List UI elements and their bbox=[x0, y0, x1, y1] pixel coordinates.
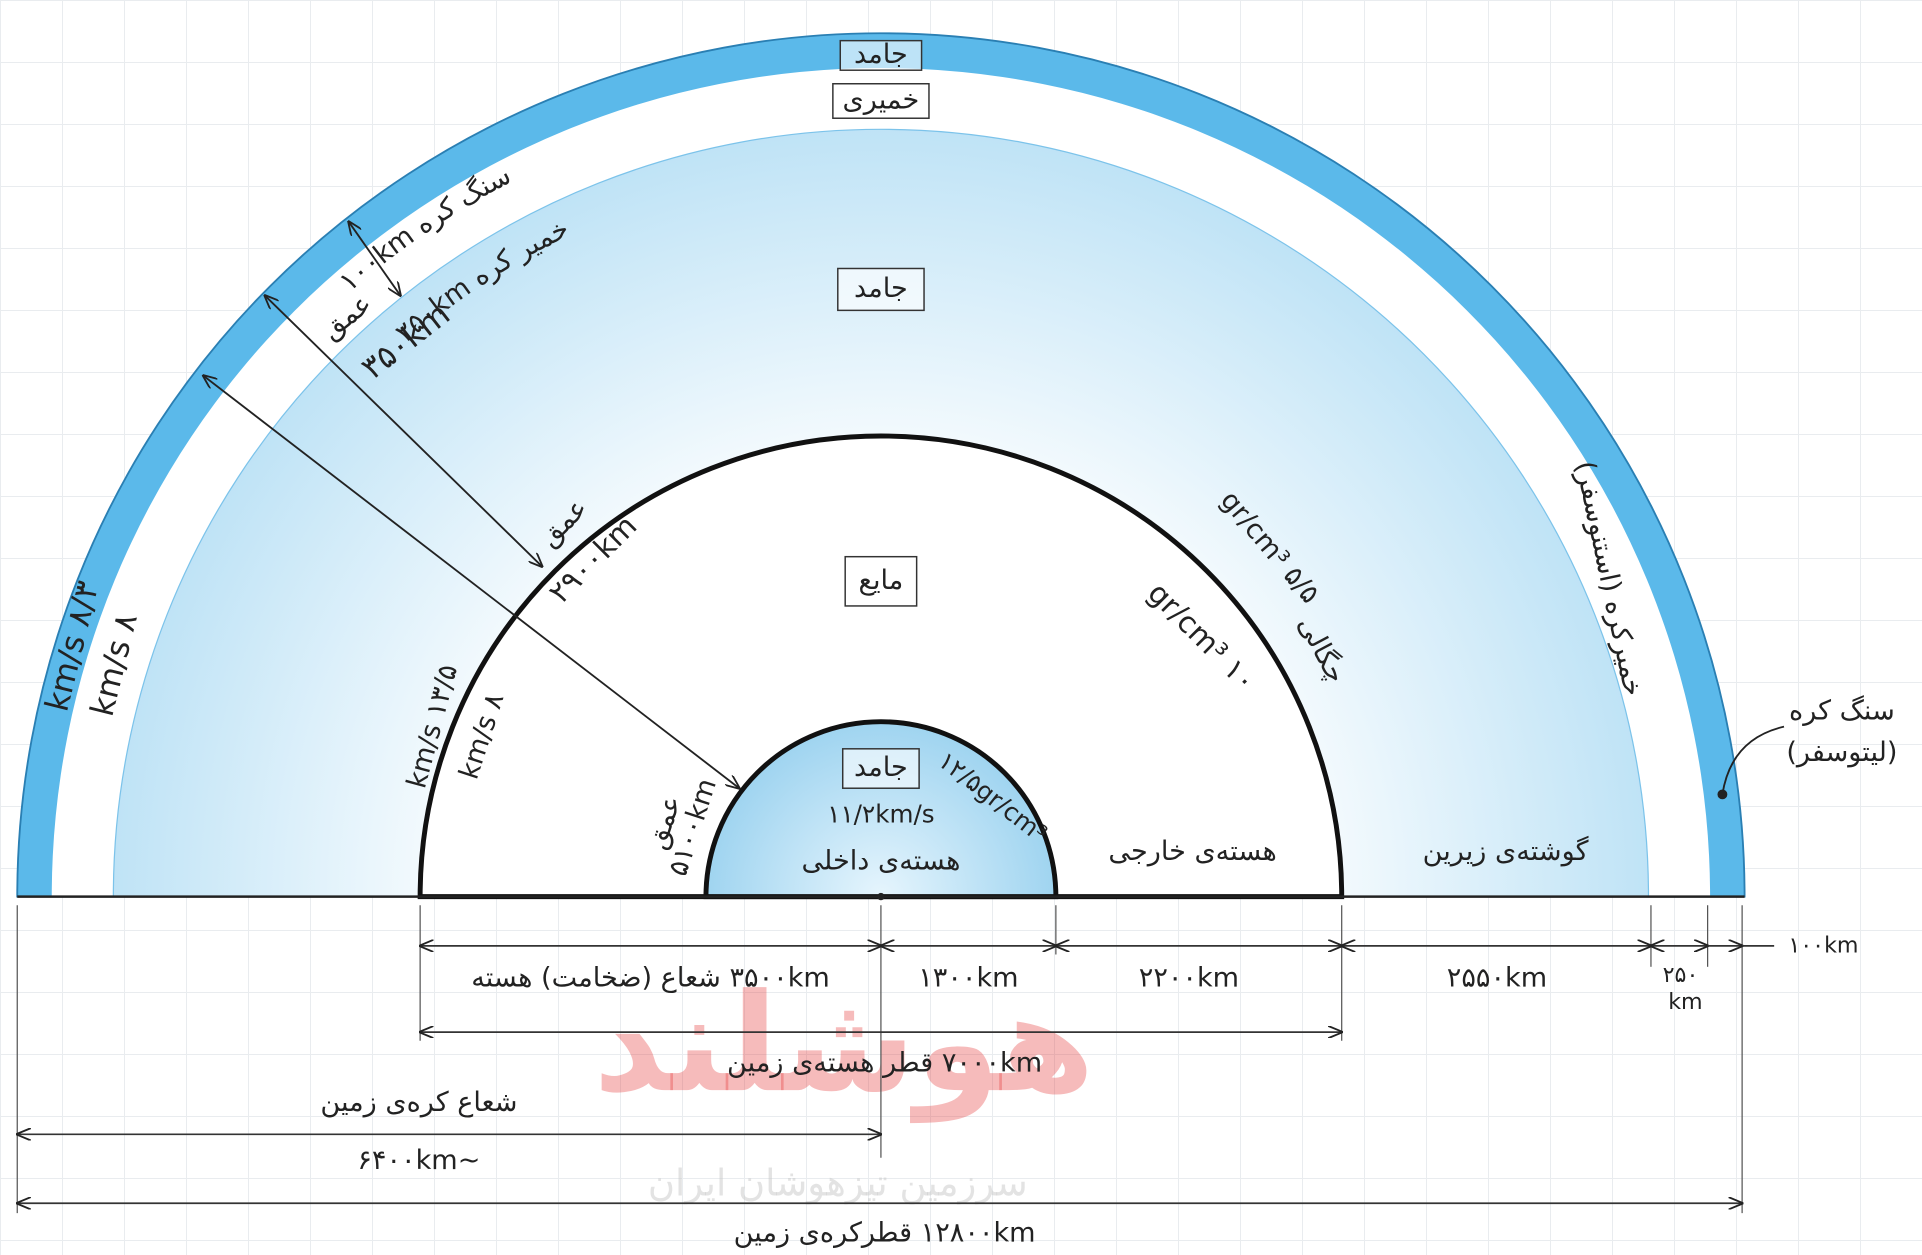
earth-diagram: هوشلند سرزمین تیزهوشان ایران جامد خمیری … bbox=[0, 0, 1922, 1255]
state-label: خمیری bbox=[843, 84, 920, 115]
dimension-label: ۲۵۰ bbox=[1663, 962, 1699, 988]
dimension-label: ۳۵۰۰km شعاع (ضخامت) هسته bbox=[471, 963, 830, 994]
layer-name: گوشته‌ی زیرین bbox=[1423, 835, 1589, 867]
page: {"layers": { "lithosphere_state": "جامد"… bbox=[0, 0, 1922, 1255]
state-label: جامد bbox=[854, 752, 908, 783]
state-label: جامد bbox=[854, 39, 908, 70]
speed-label: ۱۱/۲km/s bbox=[827, 799, 934, 828]
center-dot bbox=[877, 893, 884, 900]
layer-name: (لیتوسفر) bbox=[1786, 737, 1897, 768]
dimension-label: ۱۳۰۰km bbox=[918, 963, 1018, 994]
dimension-label: ۲۲۰۰km bbox=[1139, 963, 1239, 994]
state-label: مایع bbox=[859, 565, 904, 596]
state-label: جامد bbox=[854, 273, 908, 304]
dimension-label: شعاع کره‌ی زمین bbox=[320, 1087, 517, 1118]
layer-name: هسته‌ی خارجی bbox=[1108, 836, 1276, 867]
dimension-label: ~۶۴۰۰km bbox=[357, 1145, 480, 1176]
dimension-label: ۱۰۰km bbox=[1788, 932, 1858, 958]
layer-name: سنگ کره bbox=[1789, 694, 1895, 726]
dimension-label: ۲۵۵۰km bbox=[1447, 963, 1547, 994]
watermark-slogan: سرزمین تیزهوشان ایران bbox=[648, 1161, 1028, 1204]
layer-name: هسته‌ی داخلی bbox=[801, 846, 960, 877]
leader-dot bbox=[1717, 789, 1727, 799]
dimension-label: ۱۲۸۰۰km قطرکره‌ی زمین bbox=[734, 1218, 1036, 1249]
dimension-label: ۷۰۰۰km قطر هسته‌ی زمین bbox=[727, 1048, 1042, 1079]
dimension-label: km bbox=[1668, 989, 1702, 1015]
